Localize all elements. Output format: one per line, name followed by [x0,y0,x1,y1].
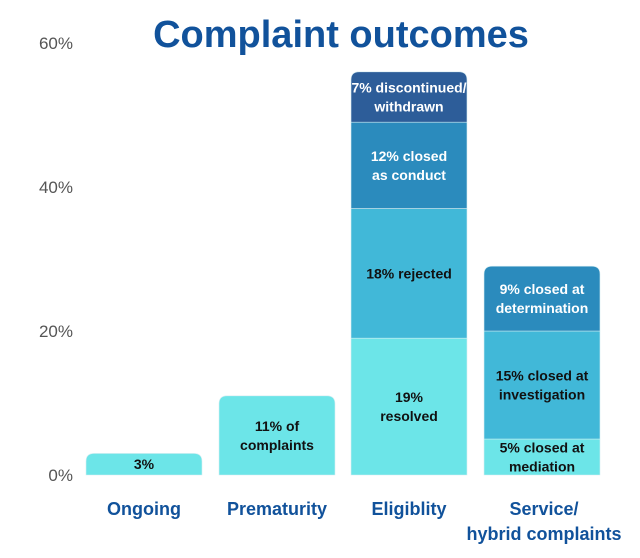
segment-data-label: 15% closed at [496,368,589,384]
x-tick-label: Prematurity [227,499,327,519]
y-tick-label: 40% [39,178,73,197]
bar-ongoing: 3% [85,453,203,476]
segment-data-label: 9% closed at [500,281,585,297]
segment-data-label: mediation [509,459,575,475]
segment-data-label: 5% closed at [500,440,585,456]
segment-data-label: complaints [240,437,314,453]
segment-data-label: resolved [380,408,438,424]
bar-segment [350,121,468,209]
x-tick-label: Service/ [509,499,578,519]
y-axis: 0% 20% 40% 60% [39,34,73,485]
bar-segment [350,71,468,123]
x-tick-label: hybrid complaints [466,524,621,544]
y-tick-label: 20% [39,322,73,341]
bar-segment [218,395,336,476]
bar-segment [483,330,601,440]
bar-segment [483,265,601,332]
chart-title: Complaint outcomes [153,14,529,56]
segment-data-label: determination [496,300,589,316]
segment-data-label: 11% of [255,418,300,434]
bars: 3% 11% of complaints 19% resolved 18% rejecte… [85,71,601,476]
bar-service-hybrid-complaints: 5% closed at mediation 15% closed at invest… [483,265,601,476]
segment-data-label: 19% [395,389,424,405]
y-tick-label: 60% [39,34,73,53]
segment-data-label: 18% rejected [366,265,452,281]
segment-data-label: investigation [499,387,585,403]
bar-segment [85,453,203,476]
segment-data-label: 7% discontinued/ [351,80,466,96]
y-tick-label: 0% [48,466,73,485]
bar-prematurity: 11% of complaints [218,395,336,476]
x-tick-label: Ongoing [107,499,181,519]
segment-data-label: 12% closed [371,148,447,164]
segment-data-label: 3% [134,456,155,472]
x-tick-label: Eligiblity [371,499,446,519]
bar-segment [350,337,468,476]
segment-data-label: withdrawn [373,99,443,115]
x-axis: Ongoing Prematurity Eligiblity Service/hybr… [107,499,622,544]
bar-eligiblity: 19% resolved 18% rejected 12% closed as cond… [350,71,468,476]
segment-data-label: as conduct [372,167,446,183]
